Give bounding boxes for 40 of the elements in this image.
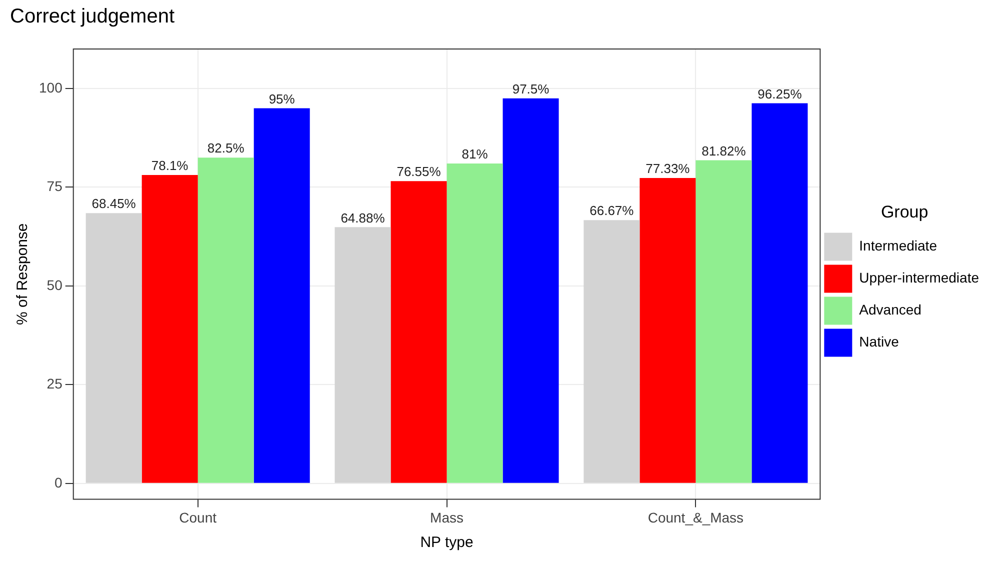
legend-title: Group (880, 202, 928, 222)
legend-label: Native (859, 334, 900, 350)
bar (752, 103, 808, 483)
data-label: 78.1% (151, 158, 189, 174)
bar (446, 164, 503, 483)
data-label: 66.67% (590, 203, 634, 218)
y-axis-title: % of Response (14, 223, 32, 325)
data-label: 76.55% (396, 164, 442, 180)
bar (86, 213, 142, 483)
bar (640, 178, 696, 483)
y-tick-label: 75 (46, 178, 63, 194)
data-label: 97.5% (512, 81, 550, 96)
data-label: 81% (462, 146, 488, 162)
y-tick-label: 100 (39, 79, 63, 96)
data-label: 95% (268, 91, 296, 106)
bar (696, 160, 752, 483)
data-label: 82.5% (207, 140, 245, 156)
bar (142, 174, 198, 483)
y-tick-label: 0 (54, 474, 63, 490)
bar (254, 108, 310, 483)
data-label: 77.33% (646, 161, 690, 176)
y-tick-label: 50 (46, 276, 63, 293)
legend-label: Upper-intermediate (859, 270, 980, 286)
y-tick-label: 25 (46, 376, 63, 392)
data-label: 64.88% (340, 210, 386, 226)
data-label: 96.25% (758, 86, 802, 102)
legend-label: Intermediate (859, 238, 938, 254)
x-tick-label: Count_&_Mass (648, 509, 744, 526)
bar (390, 181, 447, 483)
bar (502, 98, 559, 483)
legend-label: Advanced (859, 302, 922, 318)
bar (334, 227, 391, 483)
chart-title: Correct judgement (10, 6, 175, 28)
data-label: 81.82% (702, 143, 746, 158)
bar (198, 158, 254, 483)
bar (584, 220, 640, 483)
x-tick-label: Mass (430, 509, 464, 526)
data-label: 68.45% (92, 196, 136, 212)
x-tick-label: Count (179, 509, 217, 526)
x-axis-title: NP type (420, 534, 474, 552)
